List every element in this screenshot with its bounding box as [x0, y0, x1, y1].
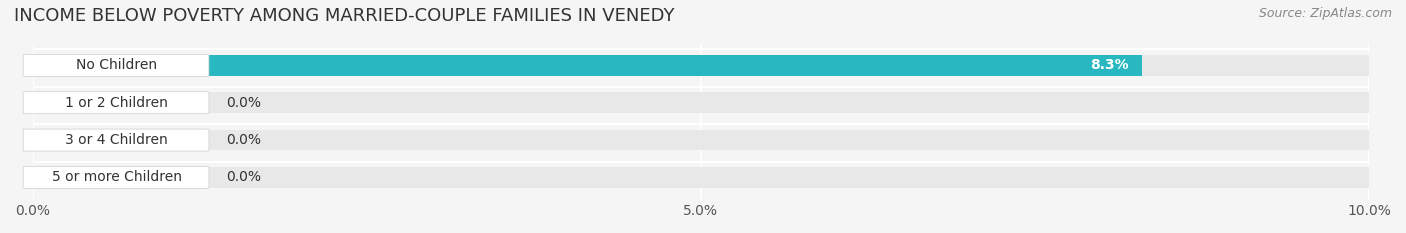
Text: 0.0%: 0.0%: [226, 133, 262, 147]
Text: 0.0%: 0.0%: [226, 170, 262, 185]
Text: 3 or 4 Children: 3 or 4 Children: [65, 133, 169, 147]
FancyBboxPatch shape: [22, 166, 209, 188]
Bar: [32, 55, 1142, 76]
Bar: [32, 55, 1369, 76]
Bar: [32, 167, 1369, 188]
Text: 0.0%: 0.0%: [226, 96, 262, 110]
Text: INCOME BELOW POVERTY AMONG MARRIED-COUPLE FAMILIES IN VENEDY: INCOME BELOW POVERTY AMONG MARRIED-COUPL…: [14, 7, 675, 25]
Text: Source: ZipAtlas.com: Source: ZipAtlas.com: [1258, 7, 1392, 20]
Text: No Children: No Children: [76, 58, 157, 72]
Bar: [32, 130, 1369, 150]
Bar: [32, 93, 1369, 113]
Text: 8.3%: 8.3%: [1090, 58, 1129, 72]
FancyBboxPatch shape: [22, 54, 209, 76]
Text: 1 or 2 Children: 1 or 2 Children: [65, 96, 169, 110]
FancyBboxPatch shape: [22, 92, 209, 114]
FancyBboxPatch shape: [22, 129, 209, 151]
Text: 5 or more Children: 5 or more Children: [52, 170, 181, 185]
